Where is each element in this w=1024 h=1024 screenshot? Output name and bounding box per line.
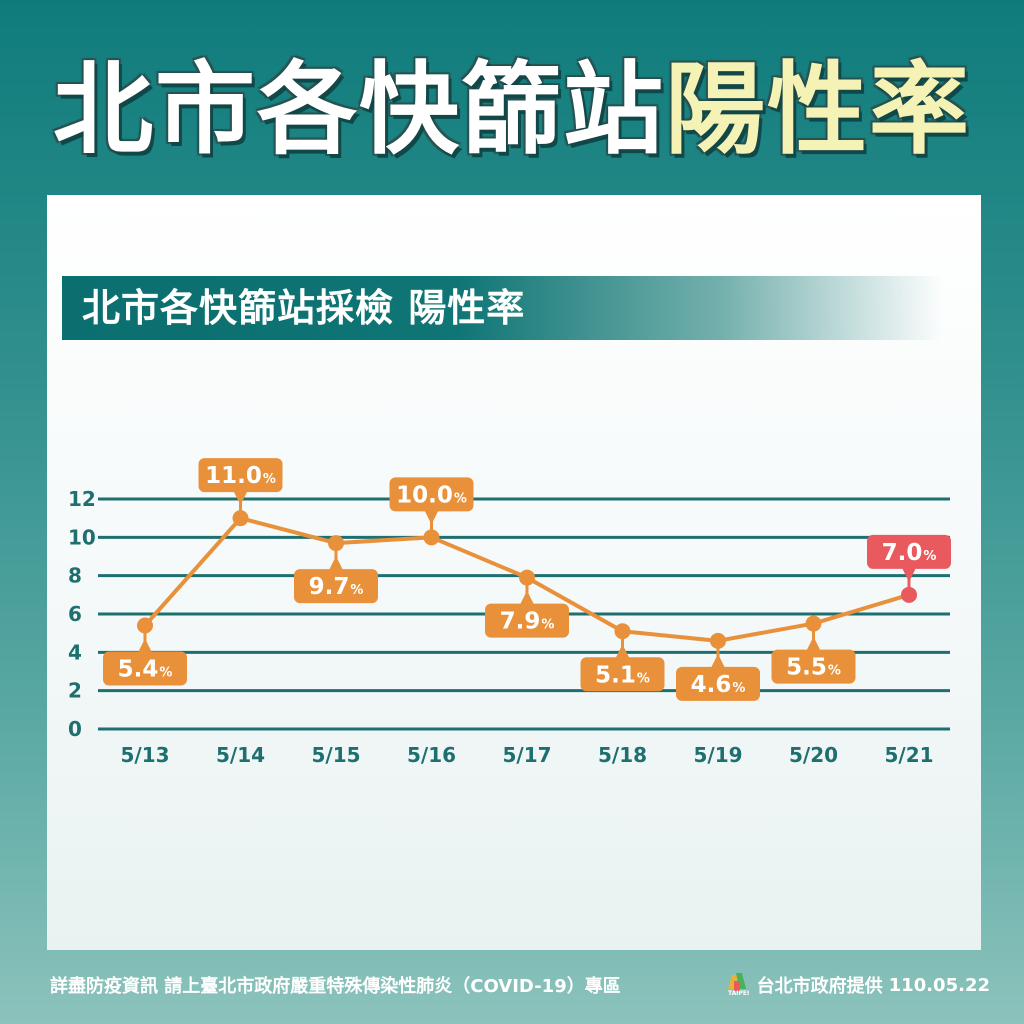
x-tick-label: 5/19 [693, 743, 742, 767]
logo-text: TAIPEI [728, 990, 750, 997]
data-label-box [103, 651, 187, 686]
label-pointer [520, 590, 534, 605]
data-label-box [389, 477, 474, 512]
data-label: 4.6% [691, 672, 746, 698]
label-pointer [233, 491, 248, 506]
data-label-box [294, 569, 378, 604]
footer-credit: TAIPEI 台北市政府提供 110.05.22 [727, 972, 990, 998]
x-tick-label: 5/16 [407, 743, 456, 767]
x-tick-label: 5/15 [311, 743, 360, 767]
y-tick-label: 6 [68, 602, 82, 626]
label-pointer [424, 510, 439, 525]
label-pointer [615, 644, 630, 659]
data-label: 11.0% [205, 463, 276, 489]
data-label: 7.0% [882, 540, 937, 566]
x-tick-label: 5/14 [216, 743, 265, 767]
subtitle-bar [62, 276, 942, 340]
footer-provider: 台北市政府提供 [756, 976, 883, 997]
data-label-box [867, 534, 951, 569]
label-pointer [806, 636, 821, 651]
x-tick-label: 5/18 [598, 743, 647, 767]
data-label-box [485, 603, 569, 638]
x-tick-label: 5/21 [884, 743, 933, 767]
headline-part1: 北市各快篩站 [53, 51, 665, 168]
y-tick-label: 0 [68, 717, 82, 741]
headline-part2: 陽性率 [665, 51, 971, 168]
data-label-box [580, 657, 665, 692]
taipei-logo-icon: TAIPEI [727, 973, 751, 997]
data-label-box [676, 666, 760, 701]
label-pointer [329, 556, 343, 571]
y-tick-label: 2 [68, 679, 82, 703]
y-tick-label: 12 [68, 487, 96, 511]
data-label: 5.5% [786, 655, 841, 681]
data-label: 5.1% [595, 662, 650, 688]
footer: 詳盡防疫資訊 請上臺北市政府嚴重特殊傳染性肺炎（COVID-19）專區 TAIP… [50, 972, 990, 1002]
data-label-box [771, 649, 856, 684]
data-label: 5.4% [118, 657, 173, 683]
y-tick-label: 10 [68, 525, 96, 549]
footer-info: 詳盡防疫資訊 請上臺北市政府嚴重特殊傳染性肺炎（COVID-19）專區 [50, 976, 621, 997]
data-label: 10.0% [396, 482, 467, 508]
headline: 北市各快篩站陽性率 [0, 55, 1024, 165]
data-label: 9.7% [309, 574, 364, 600]
data-label: 7.9% [500, 609, 555, 635]
label-pointer [902, 567, 916, 582]
chart-subtitle: 北市各快篩站採檢 陽性率 [82, 286, 526, 330]
x-tick-label: 5/17 [502, 743, 551, 767]
data-label-box [198, 458, 283, 493]
label-pointer [711, 653, 725, 668]
footer-date: 110.05.22 [888, 974, 990, 996]
y-tick-label: 8 [68, 564, 82, 588]
x-tick-label: 5/20 [789, 743, 838, 767]
x-tick-label: 5/13 [120, 743, 169, 767]
label-pointer [138, 638, 152, 653]
y-tick-label: 4 [68, 640, 82, 664]
